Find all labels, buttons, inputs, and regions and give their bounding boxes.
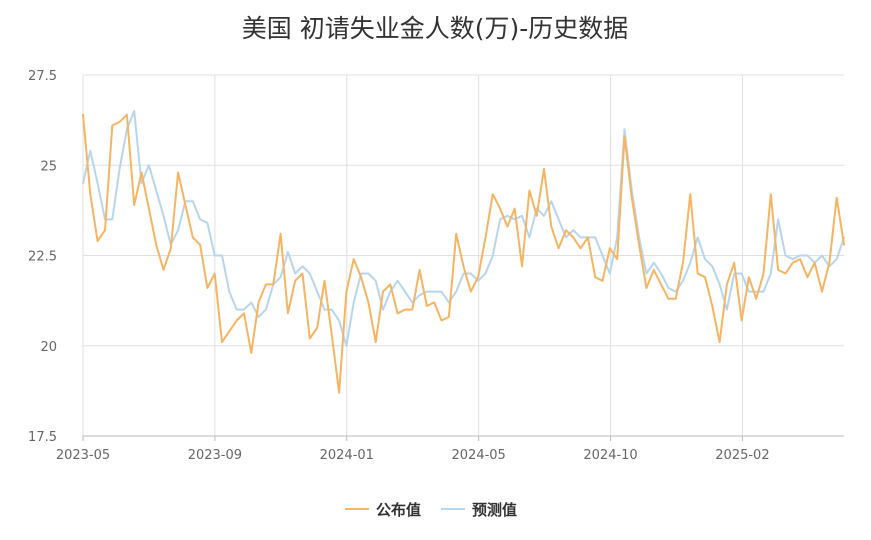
x-tick-label: 2024-05 — [452, 448, 506, 463]
series-lines — [82, 110, 845, 394]
y-tick-label: 22.5 — [28, 250, 57, 265]
x-axis-ticks: 2023-05 2023-09 2024-01 2024-05 2024-10 2025-… — [56, 436, 770, 463]
x-tick-label: 2023-09 — [188, 448, 242, 463]
y-tick-label: 25 — [40, 159, 57, 174]
chart-title: 美国 初请失业金人数(万)-历史数据 — [242, 14, 628, 43]
x-tick-label: 2025-02 — [715, 448, 769, 463]
y-tick-label: 27.5 — [28, 69, 57, 84]
x-tick-label: 2024-10 — [583, 448, 637, 463]
grid-lines — [82, 74, 844, 436]
y-tick-label: 20 — [40, 340, 57, 355]
series-line-published[interactable] — [82, 113, 845, 394]
legend-item-forecast[interactable]: 预测值 — [441, 501, 517, 519]
y-tick-label: 17.5 — [28, 430, 57, 445]
legend-item-published[interactable]: 公布值 — [345, 501, 421, 519]
x-tick-label: 2024-01 — [320, 448, 374, 463]
x-tick-label: 2023-05 — [56, 448, 110, 463]
series-line-forecast[interactable] — [82, 110, 845, 347]
y-axis-ticks: 27.5 25 22.5 20 17.5 — [28, 69, 57, 445]
legend[interactable]: 公布值 预测值 — [345, 501, 517, 519]
legend-label-forecast: 预测值 — [472, 501, 517, 519]
legend-label-published: 公布值 — [376, 501, 421, 519]
